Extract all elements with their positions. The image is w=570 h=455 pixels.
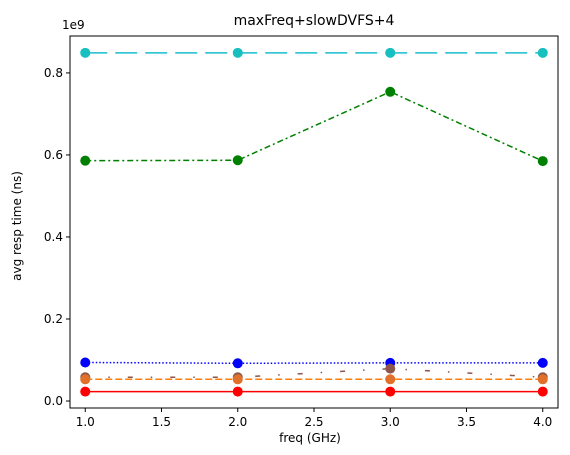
series-0-point: [537, 47, 548, 58]
series-5-point: [80, 386, 91, 397]
series-2-point: [232, 358, 243, 369]
series-1-point: [537, 156, 548, 167]
series-1-point: [232, 155, 243, 166]
y-offset-label: 1e9: [62, 18, 85, 32]
plot-area: [80, 47, 548, 397]
series-2-point: [80, 357, 91, 368]
y-tick-label: 0.2: [44, 312, 63, 326]
y-tick-label: 0.4: [44, 230, 63, 244]
x-axis-label: freq (GHz): [279, 431, 341, 445]
series-1-point: [385, 86, 396, 97]
series-4-point: [232, 374, 243, 385]
series-4-point: [80, 374, 91, 385]
series-line-2: [85, 361, 543, 365]
series-4-point: [537, 374, 548, 385]
x-tick-label: 1.0: [76, 415, 95, 429]
series-5-point: [537, 386, 548, 397]
series-0-point: [232, 47, 243, 58]
series-0-point: [385, 47, 396, 58]
y-tick-label: 0.8: [44, 66, 63, 80]
series-5-point: [385, 386, 396, 397]
series-1-point: [80, 155, 91, 166]
x-tick-label: 2.0: [228, 415, 247, 429]
x-tick-label: 3.5: [457, 415, 476, 429]
x-tick-label: 1.5: [152, 415, 171, 429]
series-0-point: [80, 47, 91, 58]
series-3-point: [385, 363, 396, 374]
y-tick-label: 0.0: [44, 394, 63, 408]
x-tick-label: 4.0: [533, 415, 552, 429]
series-2-point: [537, 357, 548, 368]
x-tick-label: 3.0: [381, 415, 400, 429]
series-4-point: [385, 374, 396, 385]
y-tick-label: 0.6: [44, 148, 63, 162]
y-axis-label: avg resp time (ns): [10, 171, 24, 281]
series-5-point: [232, 386, 243, 397]
x-tick-label: 2.5: [304, 415, 323, 429]
chart-title: maxFreq+slowDVFS+4: [234, 13, 395, 29]
